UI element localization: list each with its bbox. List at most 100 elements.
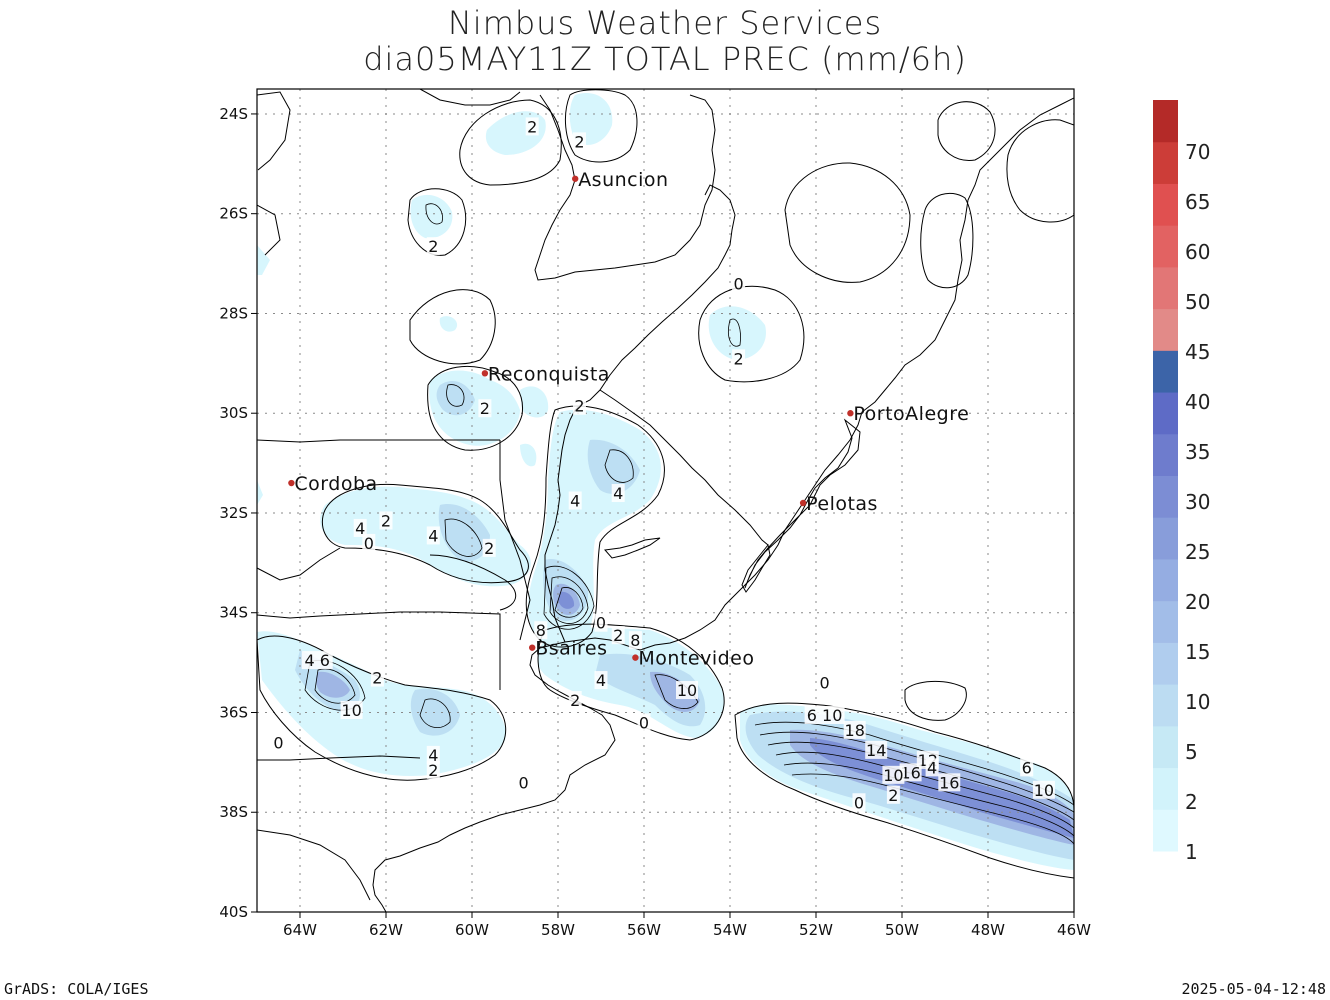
city-label: Reconquista [488,363,610,385]
x-tick-label: 56W [627,921,661,939]
map-subtitle: dia05MAY11Z TOTAL PREC (mm/6h) [363,40,967,78]
contour-label-bg [340,700,363,719]
contour-label: 18 [845,721,865,740]
colorbar-label: 5 [1185,740,1198,764]
colorbar-label: 10 [1185,690,1210,714]
colorbar-swatch [1153,725,1178,769]
colorbar-label: 45 [1185,340,1210,364]
contour-label: 14 [866,741,886,760]
contour-label: 4 [596,671,606,690]
colorbar-label: 60 [1185,240,1210,264]
colorbar-label: 40 [1185,390,1210,414]
contour-label-bg [676,681,698,700]
contour-label: 10 [883,766,903,785]
y-tick-label: 26S [219,205,248,223]
city-label: Cordoba [294,473,377,495]
contour-label-bg [482,538,496,557]
contour-label-bg [568,691,582,710]
contour-label: 4 6 [304,651,329,670]
contour-label: 4 [613,484,623,503]
contour-label: 0 [273,733,283,752]
colorbar-swatch [1153,433,1178,476]
contour-label-bg [1032,780,1055,799]
contour-label-bg [426,760,440,779]
contour-label: 0 [854,793,864,812]
contour-label-bg [594,613,608,632]
y-tick-label: 28S [219,304,248,322]
contour-label: 2 [527,117,537,136]
colorbar-swatch [1153,225,1178,268]
y-tick-label: 34S [219,604,248,622]
contour-label-bg [301,651,333,670]
x-tick-label: 52W [799,921,833,939]
contour-label: 6 [1022,758,1032,777]
contour-label: 4 [927,758,937,777]
y-tick-label: 40S [219,903,248,921]
contour-label: 8 [630,631,640,650]
contour-label: 2 [428,761,438,780]
contour-label-bg [573,132,586,151]
colorbar-label: 65 [1185,190,1210,214]
contour-label: 4 [355,519,365,538]
colorbar-swatch [1153,642,1178,685]
contour-label: 4 [428,526,438,545]
colorbar-label: 35 [1185,440,1210,464]
y-tick-label: 38S [219,803,248,821]
contour-label: 16 [900,763,920,782]
contour-label: 0 [820,674,830,693]
contour-label: 2 [428,237,438,256]
axes: 64W 62W 60W 58W 56W 54W 52W 50W 48W 46W 24S 26S 28S 3… [219,105,1091,939]
contour-label: 0 [364,534,374,553]
city-marker [529,644,536,651]
footer-timestamp: 2025-05-04-12:48 [1181,980,1327,998]
colorbar-swatch [1153,475,1178,518]
colorbar-label: 20 [1185,590,1210,614]
city-label: Bsaires [535,638,607,660]
colorbar-swatch [1153,266,1178,310]
contour-label-bg [804,705,845,724]
contour-label: 2 [484,539,494,558]
colorbar-label: 1 [1185,840,1198,864]
colorbar-swatch [1153,600,1178,643]
contour-label-bg [925,758,939,777]
contour-label-bg [732,274,746,293]
city-label: Montevideo [638,648,754,670]
contour-label: 2 [888,786,898,805]
contour-label-bg [353,518,367,537]
contour-label-bg [1020,758,1034,777]
contour-label: 4 [570,492,580,511]
contour-label-bg [517,773,531,792]
city-markers: Asuncion Reconquista PortoAlegre Cordoba Pel… [288,169,969,670]
colorbar-label: 70 [1185,140,1210,164]
contour-label: 0 [596,614,606,633]
x-tick-label: 62W [369,921,403,939]
contour-label-bg [865,740,888,759]
contour-label-bg [899,763,922,782]
contour-label: 2 [381,511,391,530]
contour-label: 16 [939,773,959,792]
contour-label-bg [568,491,582,510]
contour-label-bg [525,117,539,136]
contour-label: 2 [734,349,744,368]
x-tick-label: 48W [971,921,1005,939]
city-marker [288,479,295,487]
contour-label-bg [573,396,586,415]
contour-label-bg [594,671,608,690]
contour-label-bg [370,668,384,687]
y-tick-label: 30S [219,404,248,422]
colorbar-swatch [1153,517,1178,560]
contour-label: 2 [574,397,584,416]
contour-label-bg [478,399,492,418]
contour-label: 0 [734,275,744,294]
contour-label-bg [426,237,440,256]
colorbar-swatch [1153,350,1178,393]
contour-label-bg [732,349,746,368]
y-tick-label: 36S [219,703,248,721]
contour-label: 4 [428,746,438,765]
colorbar-label: 50 [1185,290,1210,314]
x-tick-label: 54W [713,921,747,939]
contour-label-bg [637,713,651,732]
colorbar-swatch [1153,183,1178,226]
